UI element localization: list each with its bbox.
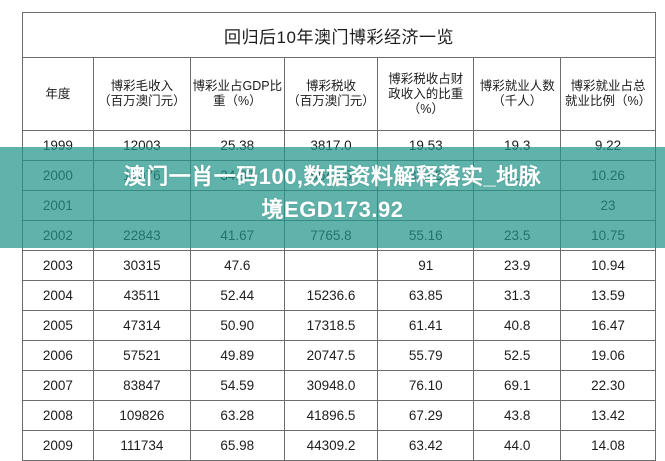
cell-fisc: 61.41: [377, 310, 475, 341]
cell-year: 2003: [22, 250, 94, 281]
column-header-line: 博彩业占GDP比: [192, 79, 283, 93]
watermark-banner-band: [0, 147, 665, 248]
cell-emp: 40.8: [473, 310, 562, 341]
cell-year: 2006: [22, 340, 94, 371]
cell-gdp: 63.28: [189, 400, 285, 431]
table-row: 2003 30315 47.6 91 23.9 10.94: [22, 250, 656, 281]
column-header-line: 博彩毛收入: [110, 79, 174, 93]
column-header-line: （百万澳门元）: [287, 94, 375, 108]
screenshot-root: 回归后10年澳门博彩经济一览 年度 博彩毛收入 （百万澳门元） 博彩业占GDP比 重（%…: [0, 12, 665, 461]
cell-year: 2004: [22, 280, 94, 311]
column-header-empr: 博彩就业占总 就业比例（%）: [560, 57, 656, 131]
column-header-gdp: 博彩业占GDP比 重（%）: [189, 57, 285, 131]
cell-year: 2009: [22, 430, 94, 461]
column-header-line: 年度: [45, 86, 71, 101]
cell-gross: 47314: [92, 310, 191, 341]
column-header-line: 博彩税收占财: [388, 71, 464, 86]
table-row: 2009 111734 65.98 44309.2 63.42 44.0 14.08: [22, 430, 656, 461]
column-header-line: 就业比例（%）: [564, 94, 652, 108]
cell-emp: 43.8: [473, 400, 562, 431]
cell-gross: 109826: [92, 400, 191, 431]
table-header-row: 年度 博彩毛收入 （百万澳门元） 博彩业占GDP比 重（%） 博彩税收 （百万澳门元） 博彩税…: [22, 57, 656, 131]
cell-tax: 15236.6: [283, 280, 379, 311]
table-row: 2004 43511 52.44 15236.6 63.85 31.3 13.59: [22, 280, 656, 311]
cell-empr: 14.08: [560, 430, 656, 461]
table-row: 2005 47314 50.90 17318.5 61.41 40.8 16.47: [22, 310, 656, 341]
cell-tax: 20747.5: [283, 340, 379, 371]
cell-tax: 41896.5: [283, 400, 379, 431]
cell-emp: 23.9: [473, 250, 562, 281]
cell-tax: 17318.5: [283, 310, 379, 341]
cell-year: 2005: [22, 310, 94, 341]
cell-fisc: 67.29: [377, 400, 475, 431]
cell-fisc: 55.79: [377, 340, 475, 371]
cell-year: 2007: [22, 370, 94, 401]
column-header-year: 年度: [22, 57, 94, 131]
column-header-fisc: 博彩税收占财 政收入的比重 （%）: [377, 57, 475, 131]
cell-emp: 44.0: [473, 430, 562, 461]
cell-empr: 13.59: [560, 280, 656, 311]
column-header-line: （%）: [407, 101, 444, 116]
cell-fisc: 63.85: [377, 280, 475, 311]
cell-gdp: 49.89: [189, 340, 285, 371]
cell-fisc: 76.10: [377, 370, 475, 401]
table-title: 回归后10年澳门博彩经济一览: [22, 12, 656, 58]
cell-tax: 44309.2: [283, 430, 379, 461]
cell-empr: 16.47: [560, 310, 656, 341]
cell-fisc: 91: [377, 250, 475, 281]
cell-gdp: 54.59: [189, 370, 285, 401]
table-title-row: 回归后10年澳门博彩经济一览: [22, 12, 656, 58]
cell-tax: 30948.0: [283, 370, 379, 401]
column-header-line: （百万澳门元）: [98, 94, 186, 108]
column-header-line: 博彩就业人数: [479, 79, 555, 93]
cell-gross: 83847: [92, 370, 191, 401]
cell-empr: 10.94: [560, 250, 656, 281]
cell-tax: [283, 250, 379, 281]
cell-empr: 19.06: [560, 340, 656, 371]
cell-gross: 43511: [92, 280, 191, 311]
column-header-line: （千人）: [492, 94, 543, 108]
column-header-gross: 博彩毛收入 （百万澳门元）: [92, 57, 191, 131]
cell-gdp: 47.6: [189, 250, 285, 281]
cell-emp: 31.3: [473, 280, 562, 311]
cell-emp: 52.5: [473, 340, 562, 371]
cell-fisc: 63.42: [377, 430, 475, 461]
column-header-tax: 博彩税收 （百万澳门元）: [283, 57, 379, 131]
table-row: 2007 83847 54.59 30948.0 76.10 69.1 22.30: [22, 370, 656, 401]
cell-empr: 13.42: [560, 400, 656, 431]
cell-gross: 111734: [92, 430, 191, 461]
column-header-line: 博彩税收: [305, 79, 356, 93]
cell-gross: 30315: [92, 250, 191, 281]
cell-gdp: 65.98: [189, 430, 285, 461]
column-header-emp: 博彩就业人数 （千人）: [473, 57, 562, 131]
cell-year: 2008: [22, 400, 94, 431]
cell-empr: 22.30: [560, 370, 656, 401]
cell-emp: 69.1: [473, 370, 562, 401]
cell-gdp: 50.90: [189, 310, 285, 341]
cell-gross: 57521: [92, 340, 191, 371]
cell-gdp: 52.44: [189, 280, 285, 311]
table-row: 2008 109826 63.28 41896.5 67.29 43.8 13.42: [22, 400, 656, 431]
column-header-line: 博彩就业占总: [570, 79, 646, 93]
column-header-line: 政收入的比重: [388, 86, 464, 101]
column-header-line: 重（%）: [212, 94, 262, 108]
table-row: 2006 57521 49.89 20747.5 55.79 52.5 19.06: [22, 340, 656, 371]
